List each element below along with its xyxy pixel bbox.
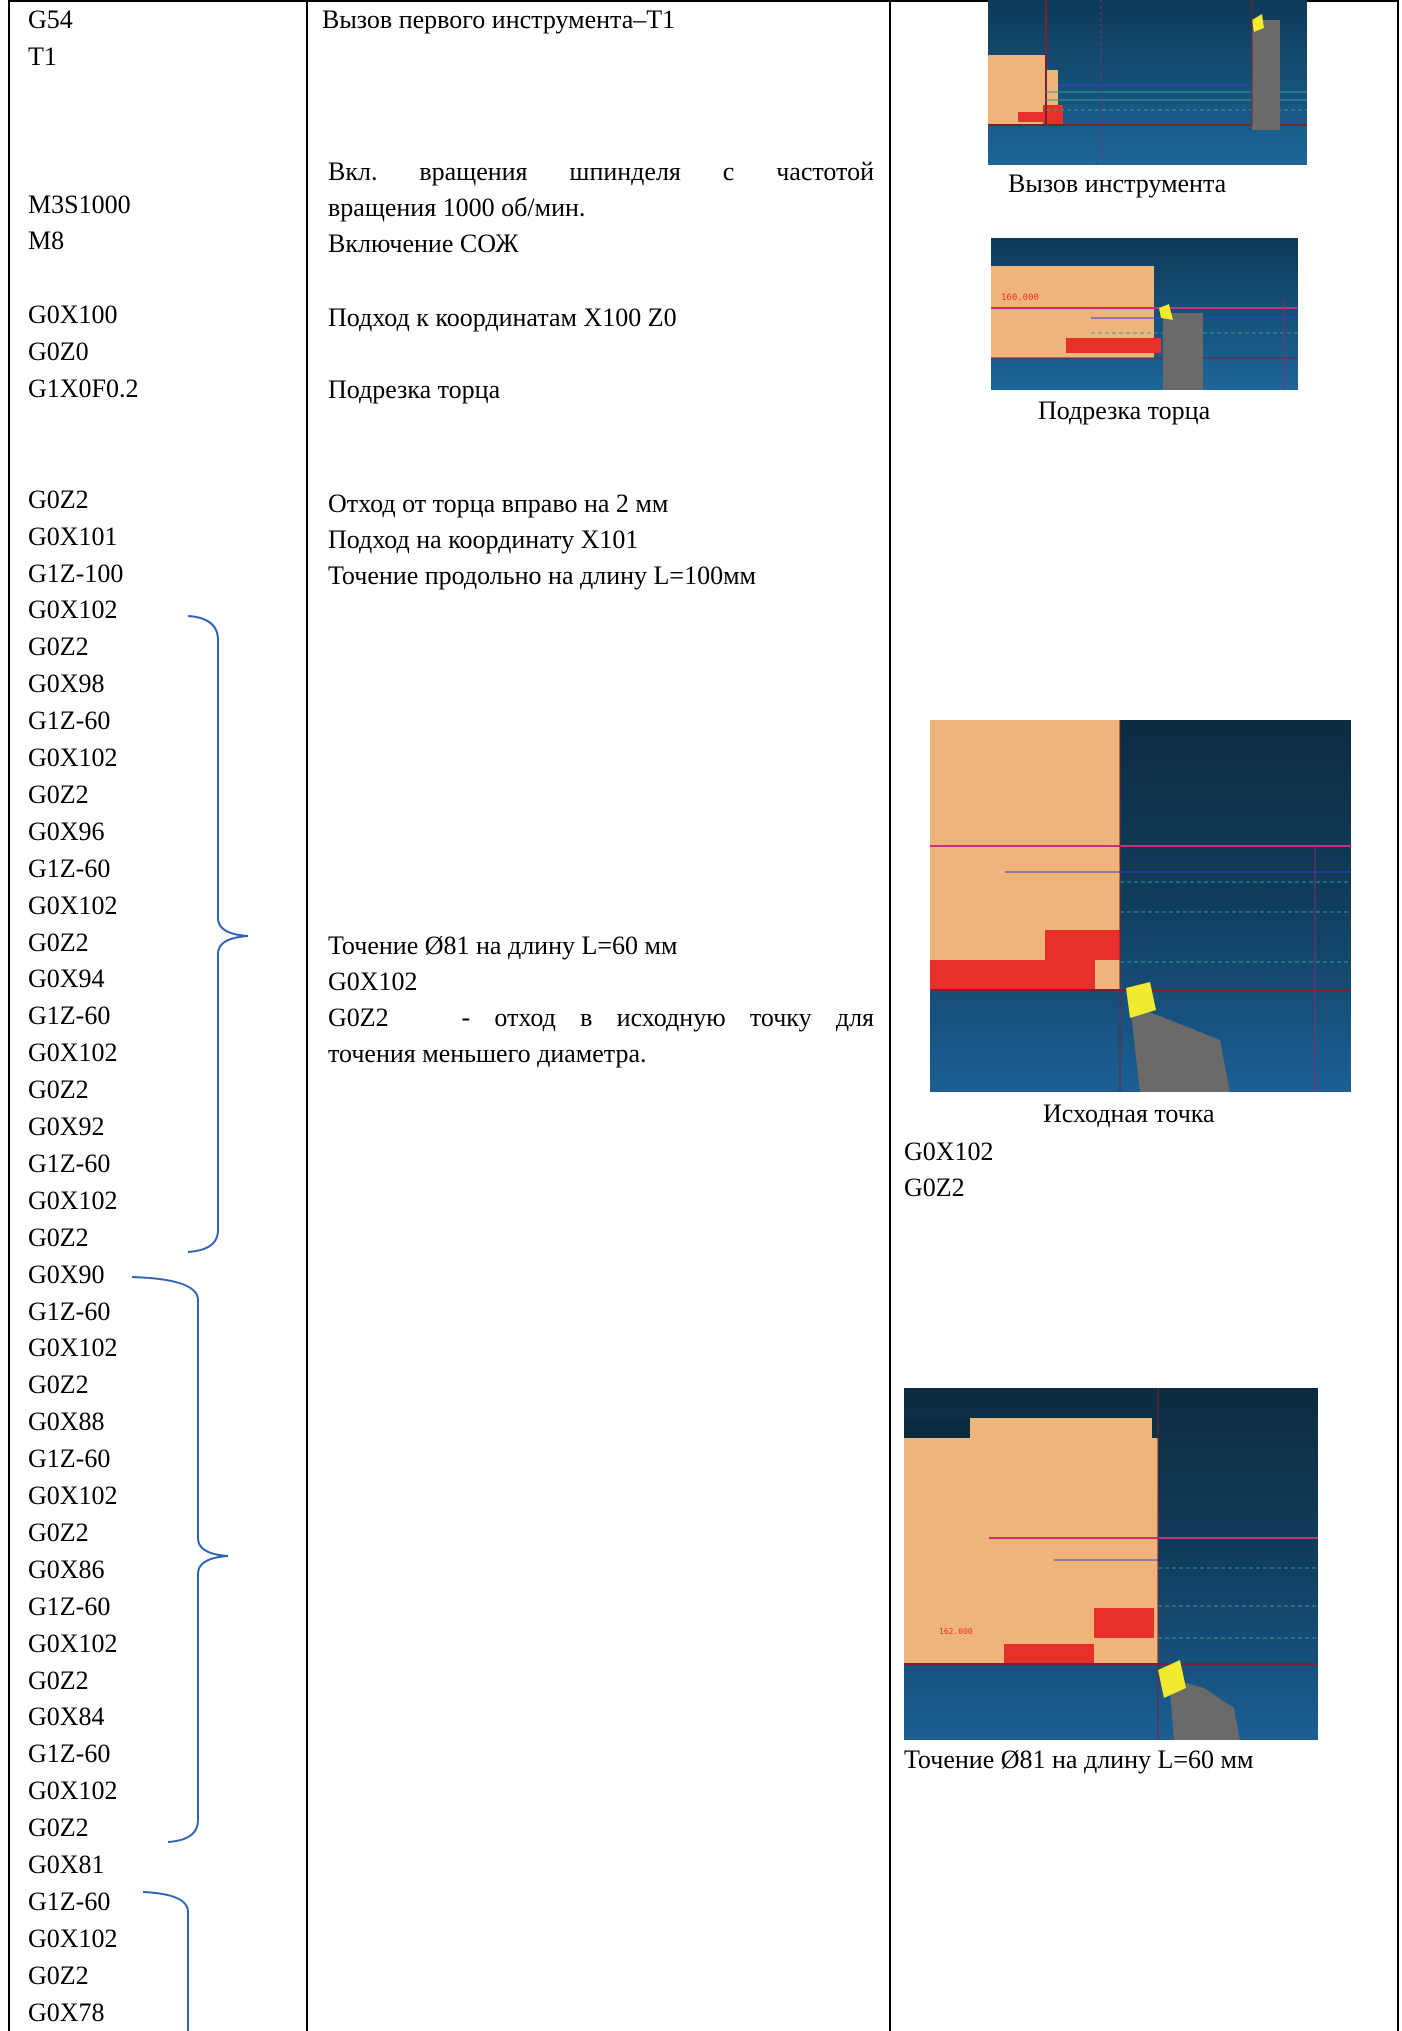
desc-turn81-code3: точения меньшего диаметра. bbox=[328, 1039, 647, 1068]
code-line: G0Z2 bbox=[28, 1960, 89, 1990]
code-line: G0X90 bbox=[28, 1259, 105, 1289]
code-line: G0Z2 bbox=[28, 1075, 89, 1105]
desc-coolant: Включение СОЖ bbox=[328, 229, 519, 258]
code-line: G0Z2 bbox=[28, 1665, 89, 1695]
code-line: G1Z-60 bbox=[28, 1296, 111, 1326]
table-border-left bbox=[8, 0, 10, 2031]
group-brackets bbox=[131, 615, 249, 2031]
code-line: G0Z2 bbox=[28, 1370, 89, 1400]
code-line: G54 bbox=[28, 5, 73, 34]
code-line: G0Z2 bbox=[28, 1222, 89, 1252]
code-line: G1Z-100 bbox=[28, 558, 124, 588]
code-line: G1Z-60 bbox=[28, 706, 111, 736]
desc-tool-call: Вызов первого инструмента–T1 bbox=[322, 5, 676, 34]
code-line: G0X98 bbox=[28, 669, 105, 699]
code-line: G0Z2 bbox=[28, 1813, 89, 1843]
code-line: G0Z2 bbox=[28, 632, 89, 662]
desc-spindle-line1: Вкл. вращения шпинделя с частотой bbox=[328, 157, 874, 186]
code-line: G0X86 bbox=[28, 1554, 105, 1584]
code-line: G1Z-60 bbox=[28, 1444, 111, 1474]
desc-turn81: Точение Ø81 на длину L=60 мм bbox=[328, 931, 678, 960]
code-line: G0X84 bbox=[28, 1702, 105, 1732]
program-table: G54 T1 M3S1000 M8 G0X100 G0Z0 G1X0F0.2 G0Z2 G0X1… bbox=[8, 0, 1399, 2031]
caption-tool-call: Вызов инструмента bbox=[1008, 169, 1227, 198]
code-line: G0X102 bbox=[28, 595, 118, 625]
sim-image-start-point bbox=[930, 720, 1351, 1092]
code-line: G0X102 bbox=[28, 1628, 118, 1658]
code-line: G0X102 bbox=[28, 890, 118, 920]
desc-facing: Подрезка торца bbox=[328, 375, 501, 404]
desc-approach: Подход к координатам X100 Z0 bbox=[328, 303, 677, 332]
sim-dimension-label: 162.000 bbox=[939, 1627, 973, 1636]
code-line: G0X102 bbox=[28, 1333, 118, 1363]
caption-start-point-code2: G0Z2 bbox=[904, 1173, 965, 1202]
code-line: G0X100 bbox=[28, 300, 118, 330]
desc-turn-length: Точение продольно на длину L=100мм bbox=[328, 561, 756, 590]
desc-spindle-line2: вращения 1000 об/мин. bbox=[328, 193, 586, 222]
caption-start-point-code1: G0X102 bbox=[904, 1137, 994, 1166]
code-line: G0X81 bbox=[28, 1850, 105, 1879]
caption-turning-81: Точение Ø81 на длину L=60 мм bbox=[904, 1745, 1254, 1774]
desc-turn81-code2: G0Z2 - отход в исходную точку для bbox=[328, 1003, 874, 1032]
code-line: G0X96 bbox=[28, 816, 105, 846]
code-line: G1Z-60 bbox=[28, 1148, 111, 1178]
code-line: G0X94 bbox=[28, 964, 105, 994]
code-line: G0X102 bbox=[28, 743, 118, 772]
caption-facing: Подрезка торца bbox=[1038, 396, 1211, 425]
caption-start-point: Исходная точка bbox=[1043, 1099, 1215, 1128]
desc-retract: Отход от торца вправо на 2 мм bbox=[328, 489, 669, 518]
table-border-top bbox=[8, 0, 1399, 2]
code-line: G0X102 bbox=[28, 1481, 118, 1510]
table-border-right bbox=[1397, 0, 1399, 2031]
code-line: G0X102 bbox=[28, 1038, 118, 1068]
code-line: G0X102 bbox=[28, 1185, 118, 1215]
column-divider-1 bbox=[306, 0, 308, 2031]
code-line: M3S1000 bbox=[28, 189, 131, 219]
code-line: G0Z2 bbox=[28, 779, 89, 809]
code-line: G0Z0 bbox=[28, 337, 89, 367]
code-line: G1Z-60 bbox=[28, 853, 111, 883]
desc-turn81-code1: G0X102 bbox=[328, 967, 418, 996]
code-line: G1Z-60 bbox=[28, 1739, 111, 1769]
desc-approach-x101: Подход на координату X101 bbox=[328, 525, 639, 554]
code-line: G0Z2 bbox=[28, 927, 89, 957]
sim-image-facing: 160.000 bbox=[991, 238, 1298, 390]
code-line: G1Z-60 bbox=[28, 1886, 111, 1916]
code-line: G0X92 bbox=[28, 1112, 105, 1141]
code-line: G0Z2 bbox=[28, 484, 89, 514]
code-line: G1Z-60 bbox=[28, 1001, 111, 1031]
sim-image-turning-81: 162.000 bbox=[904, 1388, 1318, 1740]
column-divider-2 bbox=[889, 0, 891, 2031]
code-line: G1Z-60 bbox=[28, 1591, 111, 1621]
code-line: G0X88 bbox=[28, 1407, 105, 1437]
code-line: G0Z2 bbox=[28, 1517, 89, 1547]
code-line: G0X102 bbox=[28, 1776, 118, 1806]
code-line: T1 bbox=[28, 41, 57, 71]
sim-image-tool-call bbox=[988, 0, 1307, 165]
code-line: G0X78 bbox=[28, 1997, 105, 2027]
code-line: G0X101 bbox=[28, 521, 118, 551]
code-line: G1X0F0.2 bbox=[28, 374, 139, 403]
code-line: G0X102 bbox=[28, 1923, 118, 1953]
code-line: M8 bbox=[28, 226, 65, 256]
sim-dimension-label: 160.000 bbox=[1001, 293, 1039, 303]
